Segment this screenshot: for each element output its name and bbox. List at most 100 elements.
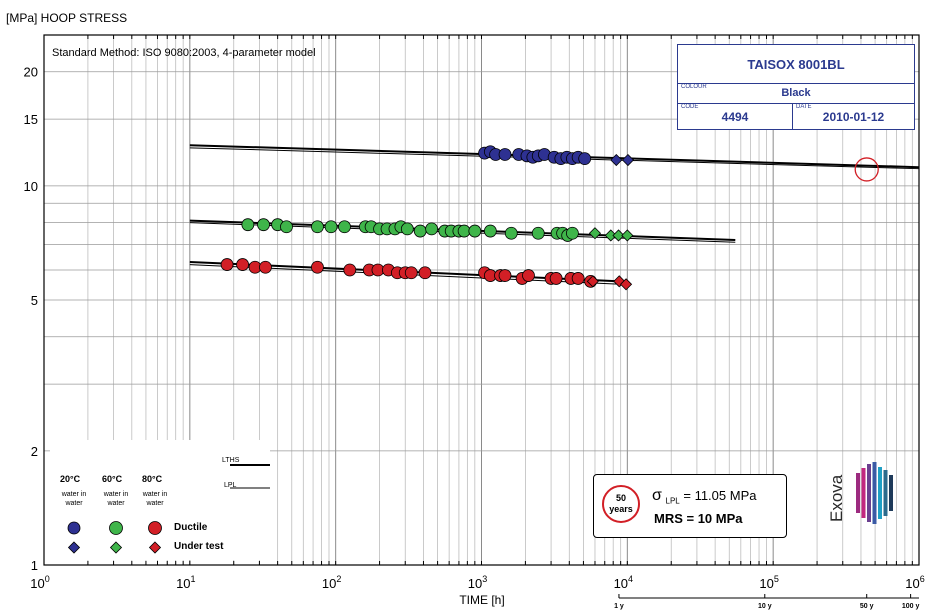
- ductile-point: [504, 226, 518, 240]
- under-test-point: [621, 229, 634, 242]
- material-name: TAISOX 8001BL: [678, 45, 914, 84]
- under-test-point: [619, 278, 633, 291]
- legend-undertest-20c: [67, 541, 81, 554]
- legend-undertest-60c: [109, 541, 123, 554]
- ductile-point: [531, 226, 545, 240]
- y-tick-label: 5: [31, 293, 38, 308]
- legend-undertest-80c: [148, 541, 162, 554]
- years-badge: 50 years: [602, 485, 640, 523]
- plot-frame: [43, 34, 920, 566]
- logo-text: Exova: [828, 474, 846, 522]
- logo-bar: [883, 470, 888, 516]
- ductile-point: [418, 266, 432, 280]
- year-tick-label: 10 y: [758, 603, 772, 610]
- ductile-point: [404, 266, 418, 280]
- ductile-point: [457, 224, 471, 238]
- y-tick-label: 2: [31, 444, 38, 459]
- date-cell: DATE 2010-01-12: [793, 103, 914, 129]
- date-label: DATE: [796, 104, 812, 110]
- colour-row: COLOUR Black: [678, 83, 914, 104]
- ductile-point: [565, 226, 579, 240]
- ductile-point: [311, 220, 324, 234]
- ductile-point: [338, 220, 351, 234]
- under-test-point: [612, 229, 625, 242]
- ductile-point: [220, 258, 234, 271]
- legend-ductile-80c: [148, 521, 162, 535]
- legend-under-test-label: Under test: [174, 541, 224, 552]
- ductile-point: [578, 152, 592, 166]
- y-axis-title: [MPa] HOOP STRESS: [6, 11, 127, 25]
- x-tick-label: 104: [614, 574, 633, 591]
- sigma-symbol: σ: [652, 487, 662, 504]
- y-tick-label: 15: [24, 112, 38, 127]
- under-test-point: [610, 153, 623, 167]
- ductile-point: [483, 224, 497, 238]
- legend-ductile-label: Ductile: [174, 522, 208, 533]
- year-tick-labels: 1 y 10 y 50 y 100 y: [614, 594, 919, 610]
- x-tick-label: 102: [322, 574, 341, 591]
- x-tick-label: 106: [905, 574, 924, 591]
- legend-temp-80c: 80°C: [142, 474, 163, 484]
- year-tick-label: 1 y: [614, 603, 624, 610]
- material-info-box: TAISOX 8001BL COLOUR Black CODE 4494 DAT…: [677, 44, 915, 130]
- year-tick-label: 100 y: [902, 603, 920, 610]
- sigma-subscript: LPL: [665, 496, 680, 506]
- code-value: 4494: [721, 110, 749, 124]
- legend-temp-20c: 20°C: [60, 474, 81, 484]
- under-test-point: [621, 153, 635, 167]
- sigma-lpl: σ LPL = 11.05 MPa: [652, 487, 756, 506]
- ductile-point: [241, 218, 255, 232]
- sigma-value: = 11.05 MPa: [683, 488, 757, 503]
- ductile-point: [498, 269, 512, 282]
- mrs-value: MRS = 10 MPa: [654, 511, 743, 526]
- years-label: years: [609, 504, 633, 514]
- x-tick-label: 105: [759, 574, 778, 591]
- colour-value: Black: [781, 87, 811, 99]
- exova-logo-graphic: Exova: [827, 462, 893, 524]
- logo-bars: [856, 462, 893, 524]
- mrs-marker-circle: [854, 157, 879, 182]
- under-test-point: [588, 227, 602, 240]
- x-axis-title: TIME [h]: [459, 593, 504, 607]
- ductile-point: [571, 272, 585, 285]
- legend-ductile-60c: [109, 521, 123, 535]
- ductile-point: [280, 220, 293, 234]
- ductile-point: [522, 269, 535, 282]
- legend-graphics: [67, 464, 270, 554]
- legend: LTHS LPL 20°C 60°C 80°C water in water w…: [50, 440, 270, 560]
- ductile-point: [549, 272, 563, 285]
- code-cell: CODE 4494: [678, 103, 793, 129]
- logo-bar: [861, 468, 866, 518]
- legend-medium-60c: water in water: [103, 491, 129, 507]
- logo-bar: [856, 473, 860, 513]
- ductile-point: [257, 218, 270, 232]
- logo-bar: [889, 475, 893, 511]
- y-tick-label: 10: [24, 179, 38, 194]
- ductile-point: [311, 260, 324, 274]
- exova-logo: Exova: [827, 458, 898, 528]
- logo-bar: [872, 462, 877, 524]
- y-tick-label: 1: [31, 558, 38, 573]
- years-number: 50: [615, 493, 626, 503]
- ductile-point: [324, 220, 338, 234]
- ductile-point: [343, 263, 357, 277]
- legend-lths-label: LTHS: [222, 457, 240, 464]
- legend-lpl-label: LPL: [224, 482, 237, 489]
- date-value: 2010-01-12: [822, 110, 885, 124]
- ductile-point: [236, 258, 249, 271]
- x-tick-label: 100: [30, 574, 49, 591]
- y-tick-labels: 1 2 5 10 15 20: [24, 65, 38, 573]
- ductile-point: [259, 260, 272, 274]
- legend-temp-60c: 60°C: [102, 474, 123, 484]
- mrs-box: 50 years σ LPL = 11.05 MPa MRS = 10 MPa: [593, 474, 787, 538]
- legend-medium-80c: water in water: [142, 491, 168, 507]
- ductile-point: [498, 148, 512, 161]
- legend-medium-20c: water in water: [61, 491, 87, 507]
- ductile-point: [413, 224, 427, 238]
- data-points: [220, 145, 635, 291]
- ductile-point: [400, 222, 414, 236]
- colour-label: COLOUR: [681, 84, 707, 90]
- x-tick-labels: 100 101 102 103 104 105 106: [30, 574, 924, 591]
- logo-bar: [878, 467, 882, 519]
- ductile-point: [468, 224, 482, 238]
